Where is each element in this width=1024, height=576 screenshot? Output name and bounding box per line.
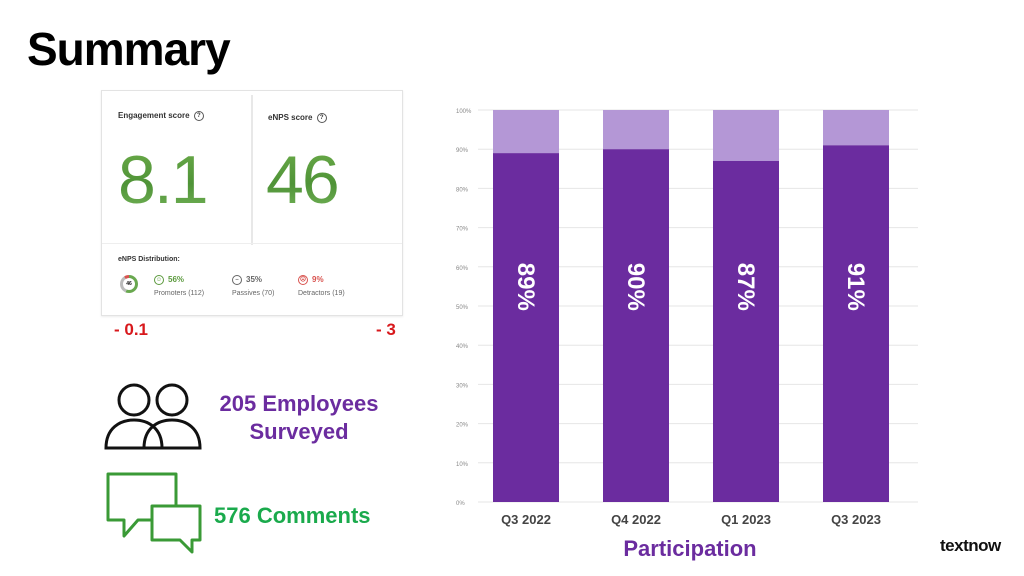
frown-face-icon: ☹ [298, 275, 308, 285]
promoters-percent: ☺ 56% [154, 275, 184, 285]
card-divider [251, 95, 253, 245]
y-tick-label: 50% [456, 305, 469, 311]
textnow-logo: textnow [940, 536, 1001, 555]
smile-face-icon: ☺ [154, 275, 164, 285]
x-axis-label: Participation [623, 536, 756, 561]
bar [603, 149, 669, 502]
x-tick-label: Q3 2023 [831, 512, 881, 527]
passives-percent: –35% [232, 275, 262, 285]
x-tick-label: Q3 2022 [501, 512, 551, 527]
y-tick-label: 90% [456, 148, 469, 154]
employees-surveyed: 205 Employees Surveyed [206, 390, 392, 446]
passives-percent-text: 35% [246, 275, 263, 285]
bar [823, 145, 889, 502]
detractors-percent-text: 9% [312, 275, 324, 285]
participation-chart: 0% 10% 20% 30% 40% 50% 60% 70% 80% 90% 100% 89% Q3 2… [456, 109, 918, 561]
employees-surveyed-text: Surveyed [249, 419, 349, 444]
passives-label: Passives (70) [232, 290, 275, 297]
enps-gauge: 46 [120, 275, 138, 293]
promoters-label: Promoters (112) [154, 290, 205, 297]
y-tick-label: 70% [456, 227, 469, 233]
bar-value-label: 90% [622, 263, 649, 311]
enps-delta: - 3 [376, 320, 396, 339]
help-circle-icon[interactable]: ? [316, 113, 327, 123]
y-tick-label: 80% [456, 187, 469, 193]
engagement-score-value: 8.1 [118, 142, 209, 218]
page-title: Summary [27, 23, 231, 75]
y-tick-label: 0% [456, 501, 465, 507]
promoters-percent-text: 56% [168, 275, 185, 285]
y-tick-label: 30% [456, 383, 469, 389]
engagement-delta: - 0.1 [114, 320, 149, 339]
bar-remainder [713, 110, 779, 161]
card-separator [102, 243, 402, 244]
bar-value-label: 89% [512, 263, 539, 311]
help-circle-icon[interactable]: ? [193, 111, 204, 121]
neutral-face-icon: – [232, 275, 242, 285]
detractors-percent: ☹ 9% [298, 275, 324, 285]
enps-score-label-text: eNPS score [268, 113, 313, 123]
bar [493, 153, 559, 502]
comments-count: 576 Comments [214, 503, 371, 528]
y-tick-label: 20% [456, 423, 469, 429]
enps-gauge-value: 46 [123, 278, 135, 290]
employees-count-text: 205 Employees [219, 391, 379, 416]
bar-remainder [823, 110, 889, 146]
engagement-score-label-text: Engagement score [118, 111, 190, 121]
people-icon [104, 383, 202, 450]
bar-remainder [603, 110, 669, 150]
score-card: Engagement score ? 8.1 eNPS score ? 46 e… [101, 90, 403, 316]
chat-bubbles-icon [106, 472, 202, 554]
bar-value-label: 91% [842, 263, 869, 311]
bar [713, 160, 779, 502]
detractors-label: Detractors (19) [298, 290, 345, 297]
bar-remainder [493, 110, 559, 154]
bar-value-label: 87% [732, 263, 759, 311]
y-tick-label: 10% [456, 462, 469, 468]
y-tick-label: 40% [456, 344, 469, 350]
enps-score-value: 46 [266, 142, 340, 218]
y-tick-label: 60% [456, 266, 469, 272]
enps-score-label: eNPS score ? [268, 113, 327, 123]
x-tick-label: Q1 2023 [721, 512, 771, 527]
y-tick-label: 100% [456, 109, 472, 115]
x-tick-label: Q4 2022 [611, 512, 661, 527]
enps-distribution-label: eNPS Distribution: [118, 256, 180, 263]
engagement-score-label: Engagement score ? [118, 111, 204, 121]
